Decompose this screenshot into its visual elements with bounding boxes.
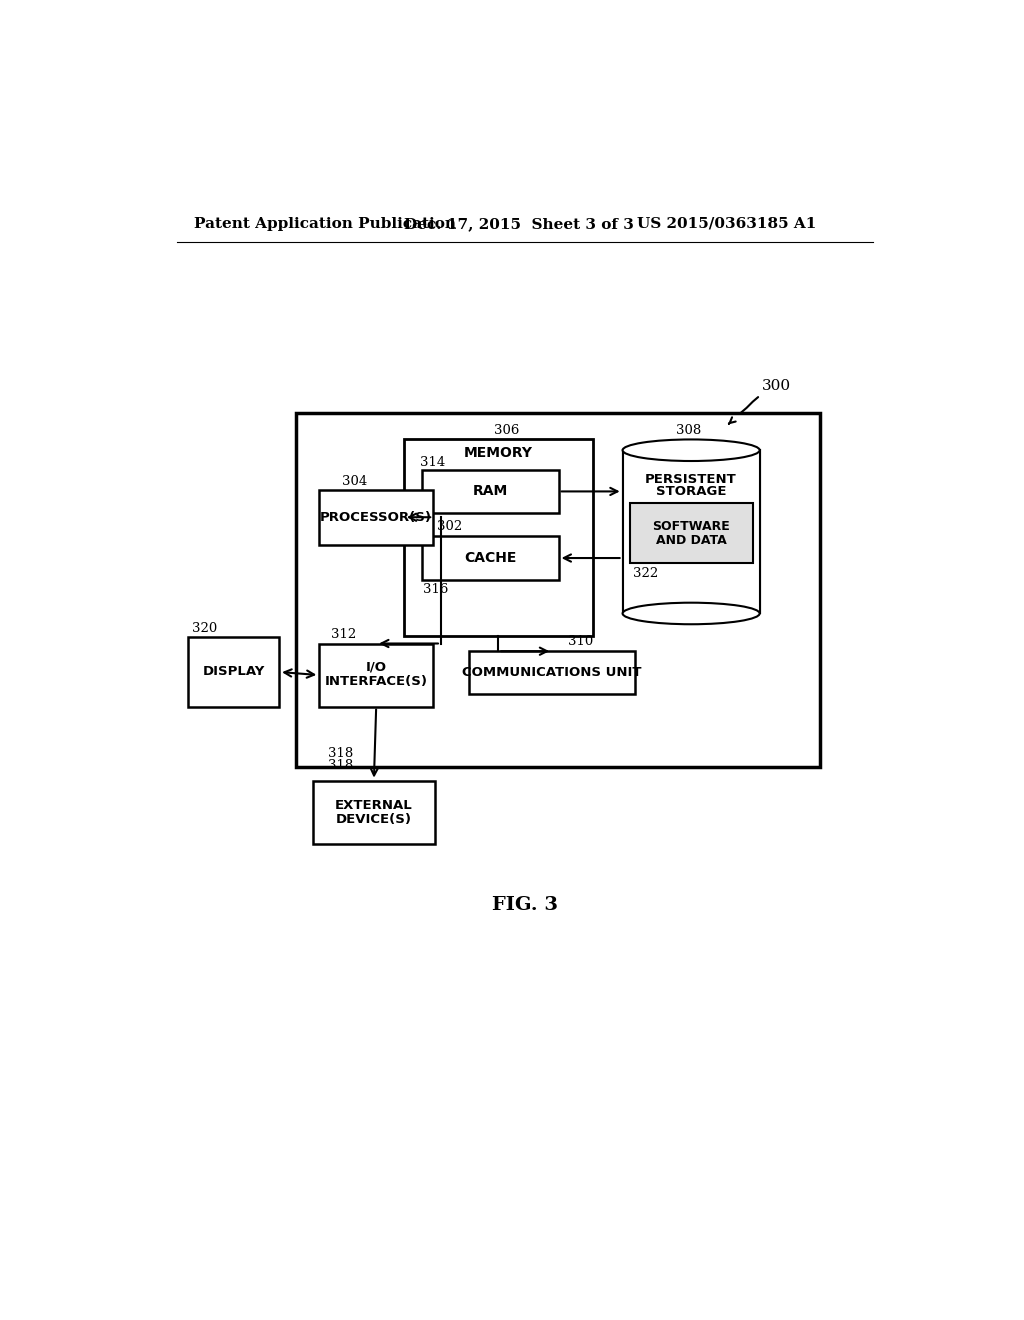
Text: US 2015/0363185 A1: US 2015/0363185 A1 <box>637 216 816 231</box>
Bar <box>422 536 559 581</box>
Text: 318: 318 <box>329 759 353 772</box>
Text: Dec. 17, 2015  Sheet 3 of 3: Dec. 17, 2015 Sheet 3 of 3 <box>403 216 634 231</box>
Bar <box>623 450 760 614</box>
Text: 318: 318 <box>329 747 353 760</box>
Text: 320: 320 <box>193 622 217 635</box>
Text: 312: 312 <box>331 628 356 640</box>
Bar <box>403 440 593 636</box>
Text: EXTERNAL: EXTERNAL <box>335 799 413 812</box>
Text: 300: 300 <box>762 379 792 392</box>
Ellipse shape <box>623 603 760 624</box>
Bar <box>313 780 435 843</box>
Text: FIG. 3: FIG. 3 <box>492 896 558 915</box>
Text: SOFTWARE: SOFTWARE <box>652 520 730 533</box>
Text: 304: 304 <box>342 475 368 488</box>
Text: 302: 302 <box>437 520 462 533</box>
Text: 316: 316 <box>423 583 449 597</box>
Text: PERSISTENT: PERSISTENT <box>645 473 737 486</box>
Bar <box>296 413 819 767</box>
Bar <box>188 638 280 706</box>
Text: MEMORY: MEMORY <box>464 446 532 461</box>
Text: 310: 310 <box>567 635 593 648</box>
Text: COMMUNICATIONS UNIT: COMMUNICATIONS UNIT <box>463 665 642 678</box>
Text: STORAGE: STORAGE <box>655 486 726 499</box>
Text: RAM: RAM <box>472 484 508 499</box>
Bar <box>630 503 753 564</box>
Ellipse shape <box>623 440 760 461</box>
Text: Patent Application Publication: Patent Application Publication <box>194 216 456 231</box>
Text: INTERFACE(S): INTERFACE(S) <box>325 676 428 689</box>
Text: PROCESSOR(S): PROCESSOR(S) <box>321 511 432 524</box>
Text: DISPLAY: DISPLAY <box>203 665 265 678</box>
Bar <box>422 470 559 512</box>
Text: 322: 322 <box>634 566 658 579</box>
Text: I/O: I/O <box>366 661 387 675</box>
Bar <box>319 644 433 706</box>
Text: CACHE: CACHE <box>464 550 516 565</box>
Text: 314: 314 <box>420 455 445 469</box>
Text: AND DATA: AND DATA <box>655 533 726 546</box>
Bar <box>469 651 635 693</box>
Text: DEVICE(S): DEVICE(S) <box>336 813 412 825</box>
Text: 308: 308 <box>676 424 701 437</box>
Text: 306: 306 <box>495 424 520 437</box>
Bar <box>319 490 433 545</box>
